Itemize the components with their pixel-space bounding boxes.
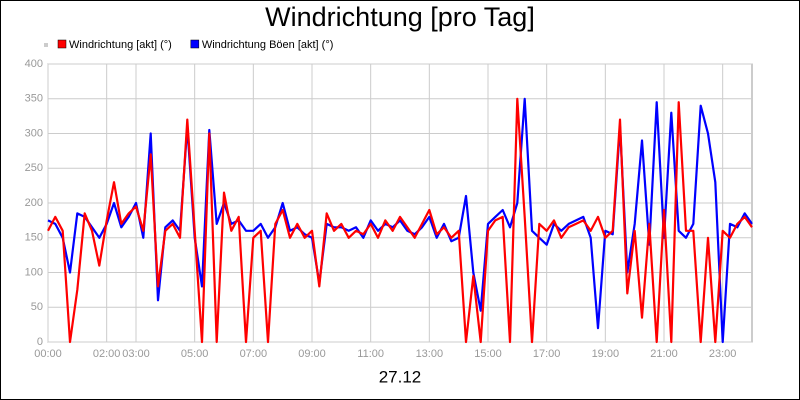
y-tick-label: 400 [25, 58, 43, 70]
x-tick-label: 11:00 [357, 348, 384, 360]
legend-swatch [190, 39, 200, 49]
y-tick-label: 0 [37, 336, 43, 348]
legend-swatch [57, 39, 67, 49]
y-tick-label: 200 [25, 197, 43, 209]
x-tick-label: 07:00 [240, 348, 268, 360]
legend-label: Windrichtung Böen [akt] (°) [202, 39, 334, 51]
x-tick-label: 02:00 [93, 348, 121, 360]
x-tick-label: 23:00 [709, 348, 737, 360]
legend-label: Windrichtung [akt] (°) [69, 39, 172, 51]
x-tick-label: 09:00 [298, 348, 326, 360]
chart-title: Windrichtung [pro Tag] [265, 2, 535, 32]
y-tick-label: 150 [25, 232, 43, 244]
x-tick-label: 17:00 [533, 348, 561, 360]
x-tick-label: 05:00 [181, 348, 209, 360]
legend-icon [44, 43, 48, 47]
y-tick-label: 50 [31, 301, 43, 313]
x-tick-label: 21:00 [650, 348, 678, 360]
y-tick-label: 300 [25, 127, 43, 139]
x-tick-label: 03:00 [122, 348, 150, 360]
y-tick-label: 350 [25, 93, 43, 105]
x-axis-label: 27.12 [379, 367, 422, 386]
x-tick-label: 00:00 [34, 348, 62, 360]
y-tick-label: 100 [25, 266, 43, 278]
x-tick-label: 19:00 [592, 348, 620, 360]
y-tick-label: 250 [25, 162, 43, 174]
x-tick-label: 15:00 [474, 348, 502, 360]
x-tick-label: 13:00 [416, 348, 444, 360]
series-line [47, 97, 753, 344]
series-line [47, 97, 753, 344]
